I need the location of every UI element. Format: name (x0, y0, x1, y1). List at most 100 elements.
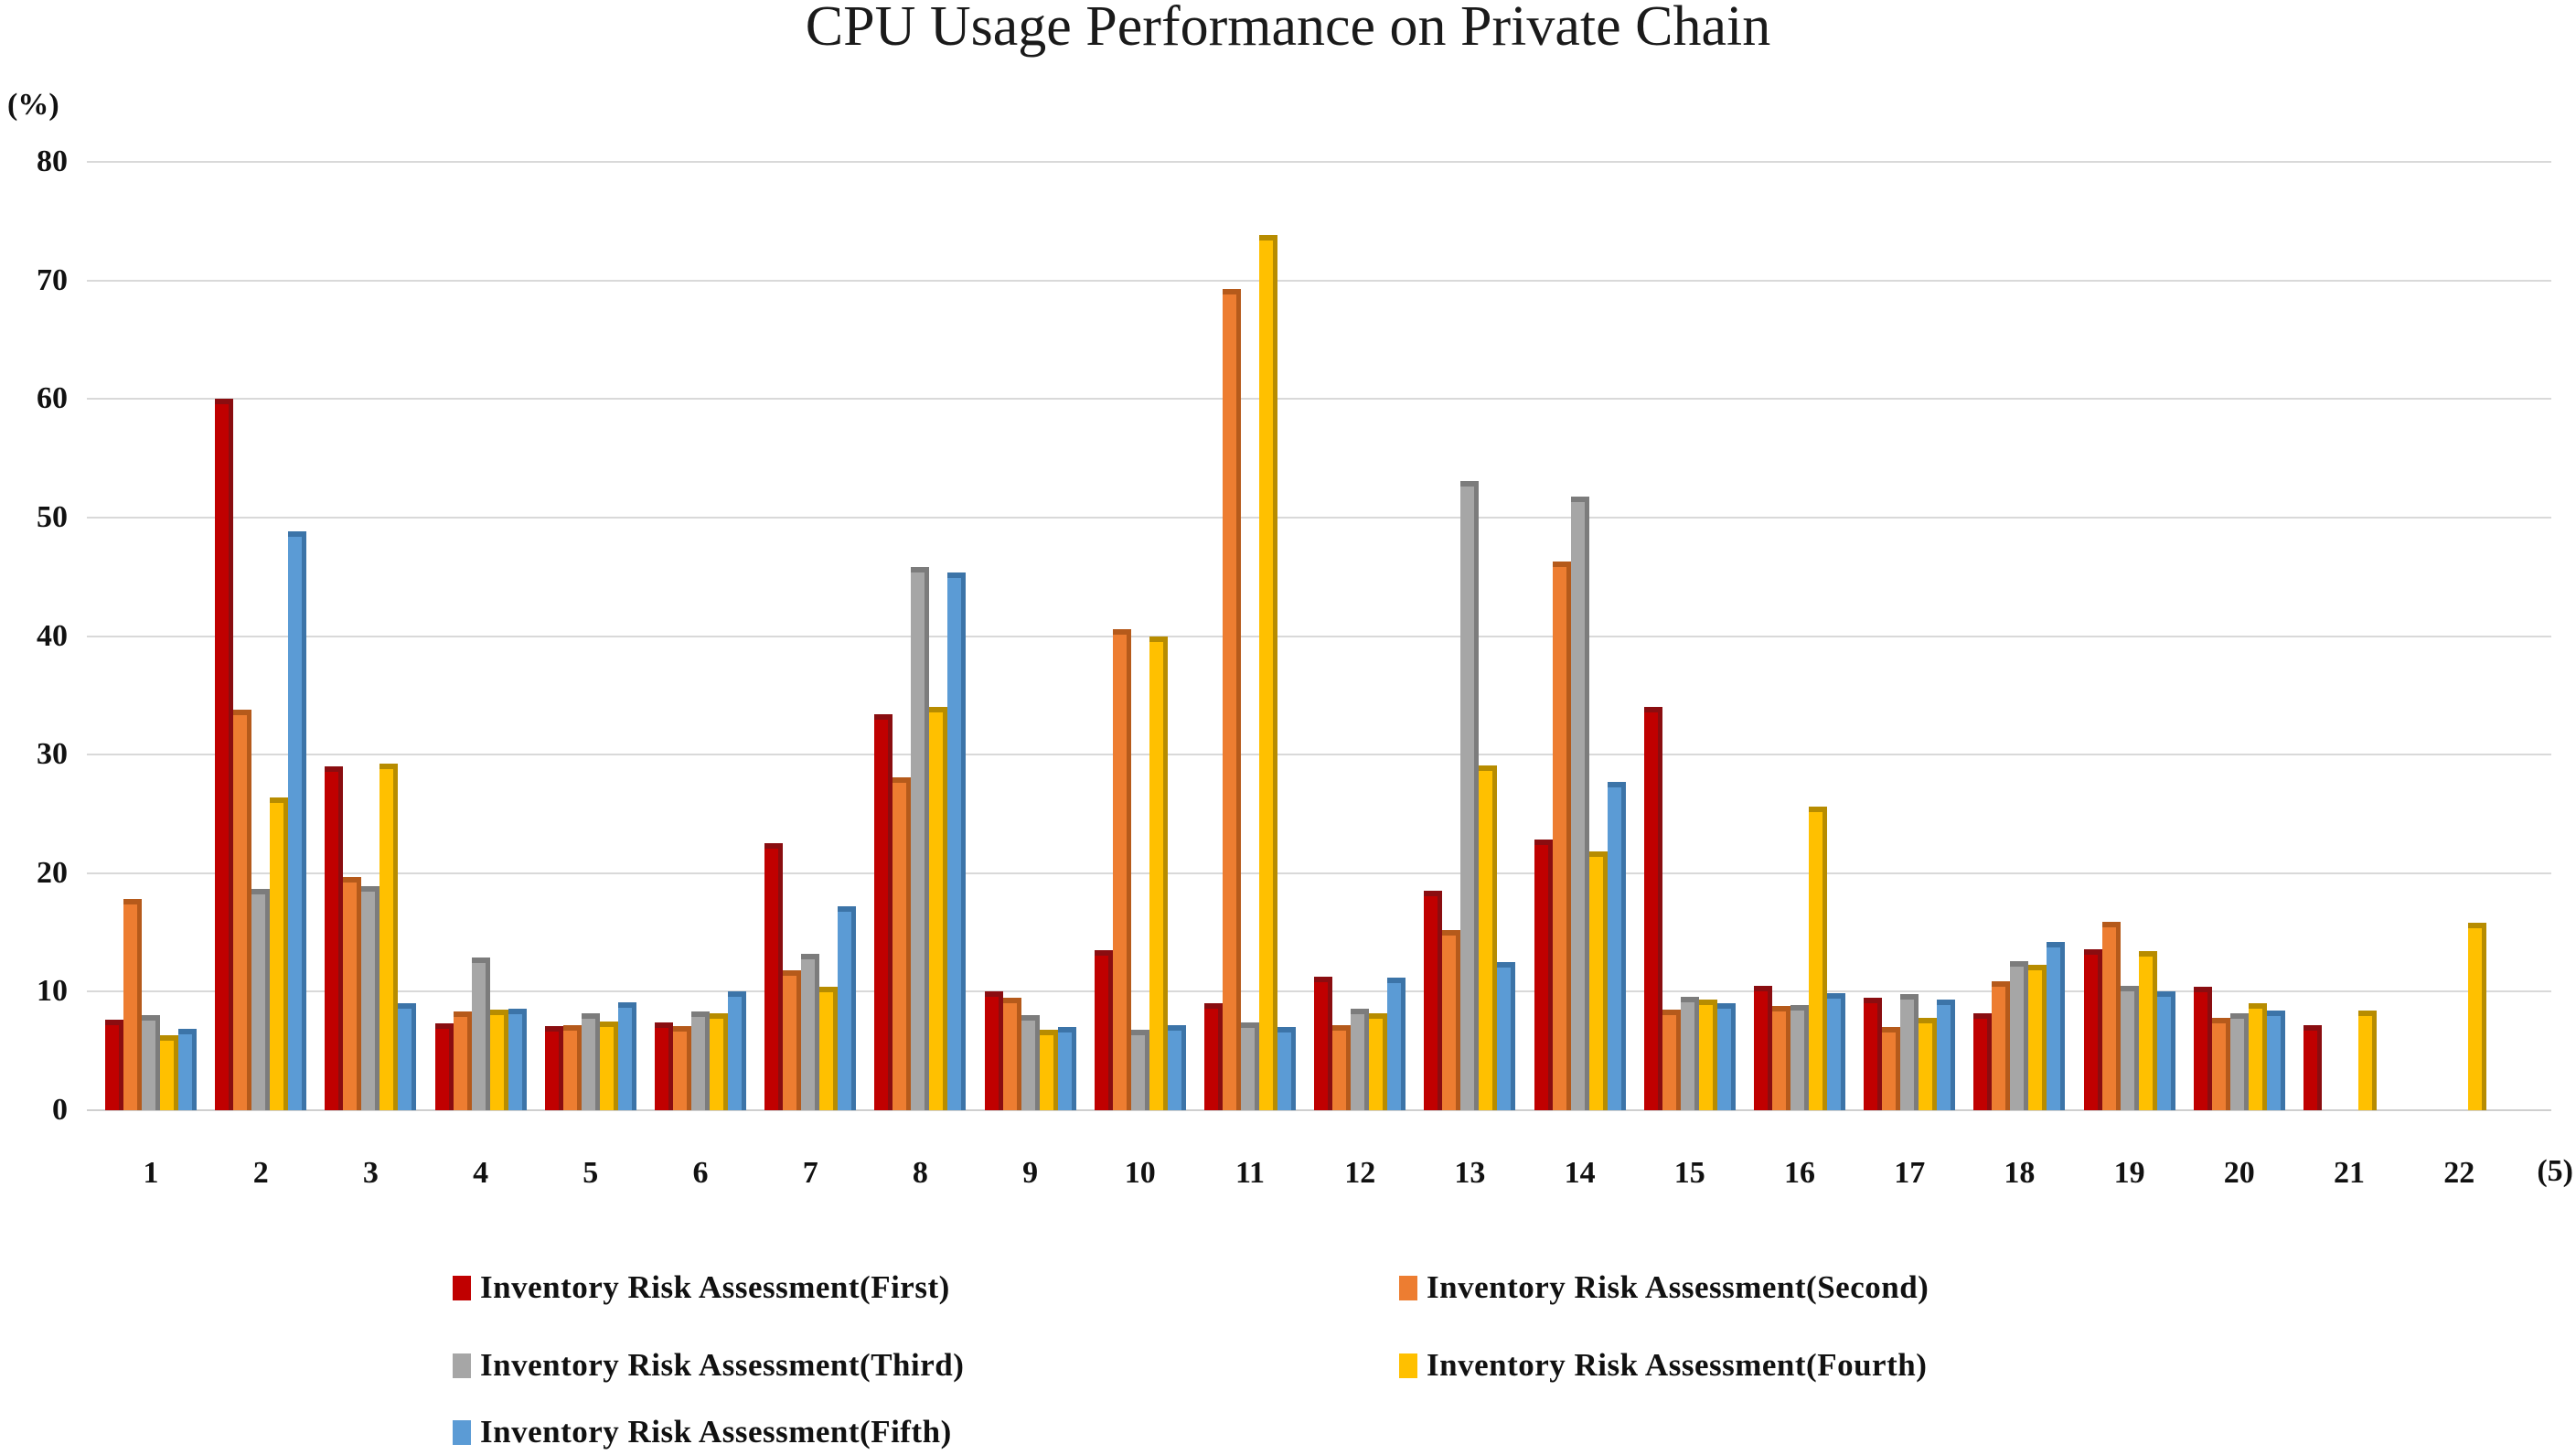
y-tick-label-30: 30 (37, 737, 68, 772)
bar-series2-group14 (1552, 561, 1571, 1110)
bar-series1-group15 (1643, 707, 1662, 1110)
gridline-30 (87, 754, 2551, 756)
bar-series4-group7 (819, 987, 839, 1110)
legend-item-2: Inventory Risk Assessment(Second) (1399, 1268, 1929, 1308)
bar-series4-group13 (1479, 765, 1498, 1110)
legend-label-4: Inventory Risk Assessment(Fourth) (1427, 1347, 1928, 1383)
bar-series3-group1 (142, 1015, 160, 1110)
bar-series1-group1 (105, 1020, 123, 1110)
legend-item-1: Inventory Risk Assessment(First) (453, 1268, 950, 1308)
bar-series2-group15 (1662, 1009, 1681, 1110)
y-tick-label-70: 70 (37, 262, 68, 297)
bar-series5-group12 (1387, 977, 1406, 1110)
x-tick-label-6: 6 (692, 1156, 709, 1190)
bar-series2-group5 (562, 1024, 582, 1110)
bar-series3-group10 (1130, 1029, 1149, 1110)
x-tick-label-15: 15 (1673, 1156, 1705, 1190)
x-tick-label-18: 18 (2004, 1156, 2036, 1190)
x-tick-label-4: 4 (473, 1156, 489, 1190)
x-tick-label-14: 14 (1564, 1156, 1596, 1190)
x-tick-label-16: 16 (1784, 1156, 1815, 1190)
bar-series4-group5 (599, 1021, 618, 1110)
legend-label-3: Inventory Risk Assessment(Third) (480, 1347, 965, 1383)
bar-series1-group12 (1314, 976, 1333, 1110)
gridline-50 (87, 516, 2551, 519)
bar-series3-group5 (581, 1012, 600, 1110)
bar-series4-group1 (160, 1035, 178, 1110)
y-tick-label-20: 20 (37, 855, 68, 890)
y-tick-label-0: 0 (52, 1093, 68, 1127)
bar-series2-group3 (343, 876, 362, 1110)
legend-label-5: Inventory Risk Assessment(Fifth) (480, 1414, 952, 1450)
legend-label-2: Inventory Risk Assessment(Second) (1427, 1269, 1929, 1305)
bar-series4-group11 (1259, 235, 1277, 1110)
x-tick-label-21: 21 (2334, 1156, 2365, 1190)
x-tick-label-19: 19 (2113, 1156, 2145, 1190)
legend-item-3: Inventory Risk Assessment(Third) (453, 1345, 964, 1385)
bar-series1-group4 (434, 1023, 454, 1110)
bar-series3-group12 (1351, 1008, 1370, 1110)
x-tick-label-5: 5 (583, 1156, 599, 1190)
bar-series5-group13 (1497, 961, 1516, 1110)
bar-series3-group9 (1021, 1015, 1040, 1110)
gridline-40 (87, 635, 2551, 637)
bar-series3-group2 (251, 888, 271, 1110)
bar-series5-group4 (508, 1008, 527, 1110)
bar-series4-group8 (929, 707, 948, 1110)
bar-series1-group6 (655, 1022, 673, 1110)
bar-series5-group8 (947, 572, 967, 1110)
legend-swatch-2 (1399, 1275, 1417, 1300)
bar-series4-group6 (710, 1012, 728, 1110)
bar-series1-group2 (215, 399, 234, 1110)
bar-series5-group17 (1937, 1000, 1956, 1110)
bar-series4-group3 (379, 764, 399, 1110)
y-tick-label-40: 40 (37, 618, 68, 653)
bar-series3-group14 (1570, 496, 1589, 1110)
bar-series2-group2 (233, 709, 252, 1110)
bar-series3-group19 (2120, 985, 2139, 1110)
bar-series2-group18 (1992, 980, 2011, 1110)
x-tick-label-2: 2 (252, 1156, 269, 1190)
bar-series3-group6 (691, 1011, 710, 1110)
y-tick-label-80: 80 (37, 144, 68, 178)
bar-series4-group16 (1809, 807, 1827, 1110)
legend-swatch-5 (453, 1419, 471, 1445)
bar-series4-group17 (1919, 1017, 1938, 1110)
legend-label-1: Inventory Risk Assessment(First) (480, 1269, 950, 1305)
bar-series1-group11 (1204, 1003, 1223, 1110)
bar-series2-group10 (1112, 628, 1131, 1110)
bar-series2-group20 (2211, 1017, 2230, 1110)
bar-series4-group19 (2138, 951, 2157, 1110)
bar-series2-group19 (2101, 921, 2121, 1110)
bar-series4-group10 (1149, 636, 1168, 1110)
x-tick-label-22: 22 (2443, 1156, 2475, 1190)
bar-series2-group11 (1223, 288, 1241, 1110)
bar-series5-group1 (178, 1028, 197, 1110)
gridline-70 (87, 279, 2551, 282)
bar-series1-group3 (325, 766, 344, 1110)
bar-series1-group8 (874, 714, 893, 1110)
gridline-80 (87, 161, 2551, 163)
bar-series2-group1 (123, 899, 142, 1110)
bar-series5-group2 (288, 531, 307, 1110)
bar-series3-group15 (1680, 996, 1699, 1110)
gridline-20 (87, 872, 2551, 874)
bar-series3-group18 (2010, 960, 2029, 1110)
bar-series5-group9 (1057, 1027, 1076, 1110)
bar-series4-group22 (2468, 923, 2487, 1110)
bar-series2-group16 (1772, 1005, 1790, 1110)
bar-series3-group3 (361, 886, 380, 1110)
y-tick-label-60: 60 (37, 381, 68, 416)
bar-series5-group10 (1167, 1024, 1186, 1110)
bar-series4-group14 (1588, 851, 1608, 1110)
bar-series2-group17 (1882, 1027, 1901, 1110)
bar-series1-group19 (2083, 948, 2102, 1110)
bar-series3-group11 (1241, 1022, 1259, 1110)
bar-series4-group9 (1039, 1029, 1058, 1110)
bar-series4-group20 (2248, 1003, 2267, 1110)
bar-series5-group14 (1607, 781, 1626, 1110)
x-tick-label-9: 9 (1022, 1156, 1039, 1190)
bar-series1-group20 (2193, 987, 2212, 1110)
bar-series5-group16 (1827, 992, 1845, 1110)
